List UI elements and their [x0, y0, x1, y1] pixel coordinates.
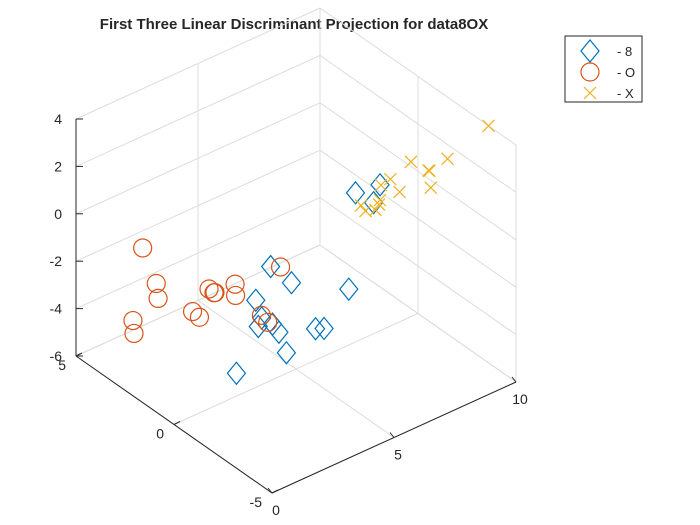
data-point-diamond — [370, 172, 390, 197]
data-point-diamond — [314, 316, 334, 341]
data-point-diamond — [276, 340, 297, 365]
data-point-diamond — [260, 254, 281, 279]
legend-box — [564, 35, 643, 103]
data-point-diamond — [281, 270, 302, 295]
data-point-circle — [205, 282, 225, 303]
legend-label: - 8 — [617, 44, 632, 59]
axis-layer — [75, 118, 517, 494]
data-point-x — [424, 181, 438, 195]
y-tick-mark — [173, 421, 181, 425]
gridline-back-z — [75, 197, 321, 310]
series-2 — [354, 119, 495, 218]
gridline-back-z — [75, 102, 321, 215]
data-point-circle — [148, 288, 168, 308]
data-point-circle — [133, 238, 153, 258]
data-point-circle — [226, 285, 246, 306]
data-point-x — [372, 198, 386, 211]
x-tick-mark — [267, 487, 273, 494]
grid-layer — [75, 7, 517, 494]
data-point-x — [373, 193, 387, 207]
data-point-circle — [199, 279, 219, 299]
data-point-circle — [258, 312, 278, 332]
gridline-side-z — [319, 54, 517, 193]
z-tick-label: 0 — [54, 206, 62, 222]
data-point-circle — [189, 307, 210, 327]
x-tick-mark — [389, 432, 395, 438]
legend-marker-x — [583, 86, 597, 100]
data-point-circle — [182, 301, 203, 322]
x-tick-label: 10 — [512, 391, 528, 407]
x-tick-label: 0 — [272, 502, 280, 518]
data-point-x — [393, 185, 407, 199]
data-point-x — [374, 178, 388, 192]
series-0 — [226, 172, 390, 386]
data-markers — [123, 119, 495, 386]
data-point-x — [369, 203, 382, 217]
x-tick-mark — [511, 376, 517, 383]
data-point-diamond — [248, 314, 269, 339]
y-tick-label: 5 — [58, 357, 66, 373]
gridline-side-z — [319, 149, 517, 288]
data-point-x — [441, 152, 454, 166]
z-tick-label: -6 — [50, 348, 63, 364]
data-point-circle — [270, 257, 291, 277]
gridline-side-z — [319, 102, 517, 241]
data-point-circle — [146, 273, 166, 294]
gridline-back-z — [75, 54, 321, 167]
data-point-x — [422, 164, 435, 177]
data-point-x — [354, 198, 368, 212]
data-point-circle — [251, 305, 271, 325]
gridline-back-z — [75, 149, 321, 262]
legend-marker-diamond — [580, 39, 600, 63]
x-tick-label: 5 — [394, 447, 402, 463]
gridline-back-z — [75, 7, 321, 120]
y-tick-mark — [271, 489, 279, 494]
data-point-circle — [225, 274, 245, 294]
data-point-x — [482, 119, 495, 133]
legend-label: - X — [617, 86, 634, 101]
gridline-back-z — [75, 244, 321, 357]
data-point-circle — [124, 323, 144, 344]
legend: - 8 - O - X — [564, 35, 643, 103]
z-tick-label: 4 — [54, 111, 62, 127]
legend-label: - O — [617, 65, 635, 80]
legend-items: - 8 - O - X — [580, 39, 635, 101]
gridline-side-z — [319, 244, 517, 383]
data-point-circle — [123, 310, 143, 331]
y-tick-label: 0 — [156, 426, 164, 442]
data-point-diamond — [269, 320, 289, 345]
data-point-x — [404, 155, 418, 169]
chart-title: First Three Linear Discriminant Projecti… — [100, 16, 488, 33]
y-tick-label: -5 — [250, 494, 263, 510]
z-tick-label: -2 — [50, 253, 63, 269]
gridline-side-z — [319, 197, 517, 336]
z-tick-label: 2 — [54, 158, 62, 174]
data-point-diamond — [339, 277, 359, 302]
gridline-floor-y — [173, 313, 419, 425]
legend-marker-circle — [580, 62, 600, 82]
series-1 — [123, 238, 291, 344]
data-point-diamond — [305, 316, 326, 341]
z-tick-label: -4 — [50, 301, 63, 317]
gridline-side-z — [319, 7, 517, 146]
data-point-x — [383, 172, 397, 186]
data-point-diamond — [245, 288, 266, 313]
data-point-diamond — [226, 361, 247, 386]
data-point-diamond — [345, 180, 366, 205]
